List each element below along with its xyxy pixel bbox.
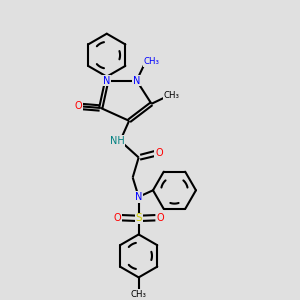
Text: N: N [133,76,140,85]
Text: CH₃: CH₃ [164,91,179,100]
Text: N: N [103,76,110,85]
Text: O: O [155,148,163,158]
Text: N: N [135,192,142,202]
Text: CH₃: CH₃ [143,57,160,66]
Text: NH: NH [110,136,124,146]
Text: O: O [113,213,121,223]
Text: S: S [135,213,142,223]
Text: O: O [74,101,82,112]
Text: O: O [156,213,164,223]
Text: CH₃: CH₃ [131,290,147,299]
